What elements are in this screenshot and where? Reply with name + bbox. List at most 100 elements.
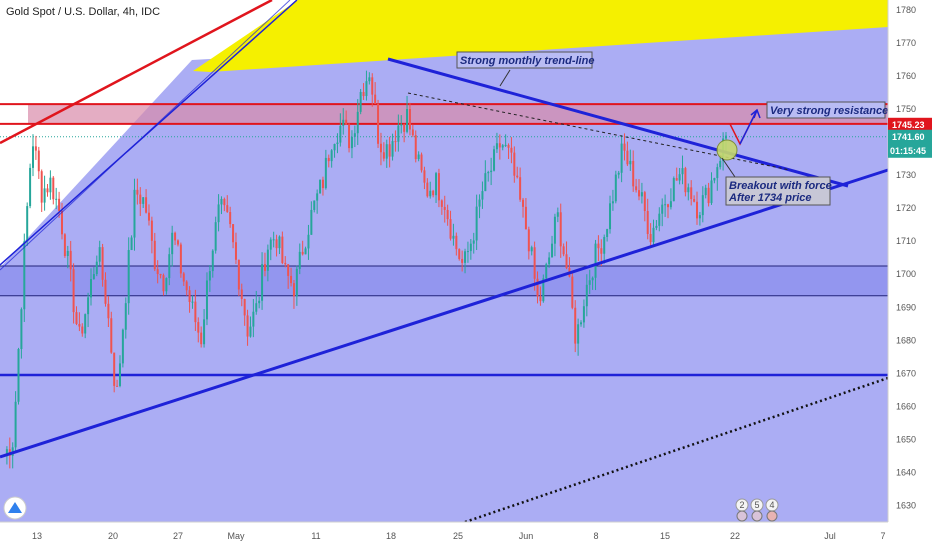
candle-body — [327, 157, 330, 162]
candle-body — [121, 329, 124, 364]
candle-body — [661, 204, 664, 214]
y-tick-label: 1720 — [896, 203, 916, 213]
x-tick-label: Jul — [824, 531, 836, 541]
candle-body — [617, 172, 620, 175]
candle-body — [713, 178, 716, 181]
candle-body — [179, 244, 182, 274]
candle-body — [411, 129, 414, 136]
candle-body — [594, 243, 597, 278]
last-price-text: 1741.60 — [892, 132, 925, 142]
candle-body — [446, 209, 449, 220]
candle-body — [72, 269, 75, 313]
candle-body — [104, 279, 107, 304]
candle-body — [217, 204, 220, 223]
candle-body — [278, 236, 281, 249]
candle-body — [533, 247, 536, 279]
candle-body — [374, 94, 377, 105]
resistance-label: Very strong resistance — [770, 105, 888, 117]
event-badge-count: 5 — [754, 500, 759, 510]
candle-body — [559, 212, 562, 247]
candle-body — [597, 243, 600, 249]
candle-body — [321, 179, 324, 189]
candle-body — [588, 280, 591, 285]
candle-body — [397, 125, 400, 142]
candle-body — [197, 322, 200, 333]
candle-body — [672, 178, 675, 202]
x-tick-label: 15 — [660, 531, 670, 541]
candle-body — [696, 201, 699, 219]
trendline-label-box — [456, 51, 593, 69]
red-channel-line — [0, 0, 273, 145]
candle-body — [406, 109, 409, 132]
candle-body — [237, 259, 240, 290]
candle-body — [63, 234, 66, 257]
y-tick-label: 1680 — [896, 335, 916, 345]
candle-body — [565, 254, 568, 269]
candle-body — [348, 124, 351, 149]
candle-body — [252, 311, 255, 327]
candle-body — [429, 190, 432, 197]
candle-body — [336, 142, 339, 145]
candle-body — [20, 309, 23, 350]
candle-body — [693, 199, 696, 202]
y-tick-label: 1640 — [896, 467, 916, 477]
candle-body — [345, 119, 348, 125]
candle-body — [632, 160, 635, 187]
candle-body — [356, 111, 359, 134]
candle-body — [295, 268, 298, 297]
candle-body — [652, 227, 655, 243]
resistance-price-text: 1745.23 — [892, 120, 925, 130]
candle-body — [98, 247, 101, 262]
candle-body — [188, 290, 191, 302]
candle-body — [725, 135, 727, 139]
candle-body — [118, 363, 121, 386]
countdown-text: 01:15:45 — [890, 146, 926, 156]
candle-body — [707, 187, 710, 204]
candle-body — [17, 349, 20, 402]
time-scale — [0, 522, 932, 550]
candle-body — [513, 152, 516, 176]
candle-body — [69, 250, 72, 270]
x-tick-label: Jun — [519, 531, 534, 541]
y-tick-label: 1670 — [896, 368, 916, 378]
candle-body — [116, 385, 119, 387]
candle-body — [81, 326, 84, 334]
candle-body — [478, 199, 481, 207]
candle-body — [339, 125, 342, 143]
candle-body — [26, 206, 29, 242]
candle-body — [153, 240, 156, 270]
candle-body — [162, 275, 165, 292]
candle-body — [452, 235, 455, 239]
monthly-trendline — [387, 57, 849, 188]
candle-body — [606, 229, 609, 237]
x-tick-label: 22 — [730, 531, 740, 541]
candle-body — [658, 213, 661, 226]
candle-body — [553, 216, 556, 244]
candle-body — [701, 195, 704, 216]
candle-body — [353, 133, 356, 137]
candle-body — [458, 249, 461, 259]
candle-body — [310, 209, 313, 235]
candle-body — [214, 222, 217, 251]
candle-body — [84, 314, 87, 334]
candle-body — [684, 168, 687, 193]
candle-body — [574, 307, 577, 344]
candle-body — [646, 211, 649, 234]
candle-body — [43, 188, 46, 203]
candle-body — [368, 77, 371, 82]
candle-body — [78, 323, 81, 327]
candle-body — [681, 168, 684, 175]
candle-body — [690, 187, 693, 200]
candle-body — [403, 124, 406, 132]
event-badge-count: 4 — [769, 500, 774, 510]
candle-body — [455, 235, 458, 250]
resistance-label-box — [766, 101, 886, 119]
candle-body — [226, 205, 229, 213]
rising-trendline — [0, 168, 889, 459]
candle-body — [232, 224, 235, 243]
candle-body — [139, 194, 142, 204]
candle-body — [635, 186, 638, 191]
y-tick-label: 1780 — [896, 5, 916, 15]
